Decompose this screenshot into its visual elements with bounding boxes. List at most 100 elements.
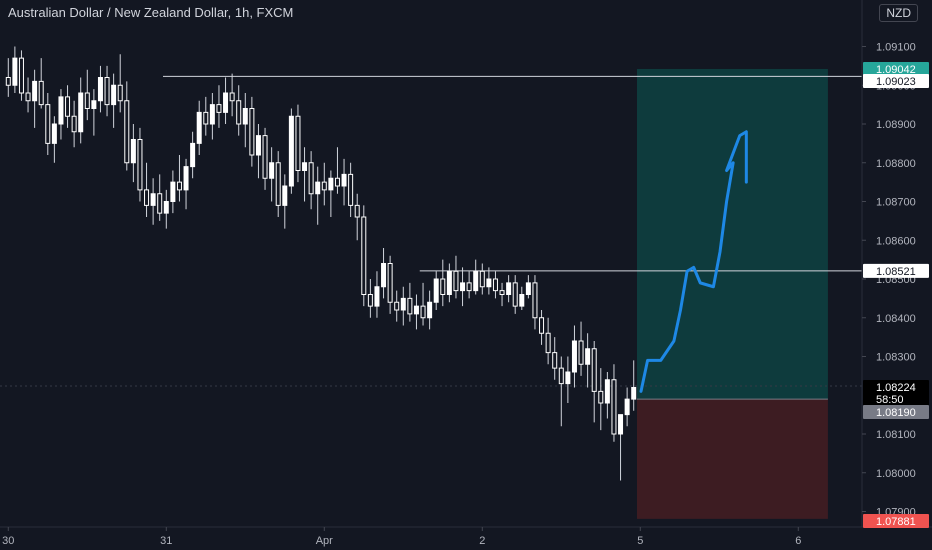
price-tick-label: 1.08700 [876,197,916,209]
candle [176,155,182,202]
candle-body [38,80,44,106]
candle-body [275,162,281,206]
candle [295,104,301,183]
candle [157,174,163,221]
candle-body [624,398,630,416]
candle [394,290,400,322]
horizontal-levels [163,75,862,272]
candle [407,282,413,322]
price-tick-label: 1.08100 [876,429,916,441]
candle-body [111,84,117,106]
candle-body [282,185,288,206]
candle-body [571,340,577,373]
candle-body [552,352,558,369]
candle-body [249,108,255,156]
candle-body [163,201,169,214]
candle-body [190,142,196,168]
candle-body [170,181,176,202]
candle-body [433,278,439,303]
candle [499,282,505,307]
chart-title: Australian Dollar / New Zealand Dollar, … [8,5,294,20]
candle [519,286,525,310]
candle [354,193,360,241]
price-tick-label: 1.08000 [876,468,916,480]
position-entry-label: 1.08190 [863,405,929,419]
candle [381,248,387,299]
stop-loss-label-bg [863,514,929,528]
candle-body [58,96,64,125]
time-tick-label: Apr [316,535,333,547]
candle-body [558,367,564,385]
candle [545,317,551,365]
candle [223,77,229,124]
time-tick-label: 6 [795,535,801,547]
candle [249,96,255,167]
currency-badge[interactable]: NZD [879,4,918,22]
current-price-label: 1.08224 [863,380,929,394]
candle [460,267,466,307]
candle-body [578,340,584,365]
candle [104,65,110,117]
countdown-label: 58:50 [863,392,929,406]
price-tick-label: 1.08800 [876,158,916,170]
countdown-label-bg [863,392,929,406]
candle [242,93,248,148]
candle [236,85,242,136]
candle [315,166,321,225]
candle [163,189,169,229]
candle [117,54,123,113]
candle-body [288,115,294,187]
candle [427,290,433,330]
candle [32,69,38,128]
candle-body [32,80,38,102]
candle [302,147,308,202]
candle [5,58,11,97]
position-zones [0,68,862,519]
candle [420,282,426,326]
candle-body [209,104,215,125]
time-tick-label: 2 [479,535,485,547]
candle [387,255,393,314]
candle [321,162,327,206]
drawings [639,130,748,393]
candle-body [25,92,31,102]
candle-body [545,332,551,354]
candle-body [387,263,393,303]
candle [624,387,630,427]
candle-body [420,305,426,319]
candle [84,69,90,121]
candle [479,263,485,295]
candle [229,73,235,117]
candle-body [12,57,18,86]
candle [275,151,281,217]
candle-body [269,162,275,179]
take-profit-label-text: 1.09042 [876,64,916,76]
time-axis: 30 31 Apr 2 5 6 [2,527,801,547]
candle [130,124,136,183]
candle [618,414,624,481]
candle-body [354,204,360,218]
candle-body [117,84,123,102]
candle [124,81,130,171]
candle [361,205,367,307]
stop-loss-label-text: 1.07881 [876,516,916,528]
candle-body [91,100,97,109]
candle-body [367,294,373,307]
candle-body [130,139,136,164]
candle-body [361,216,367,295]
candle [203,96,209,136]
candle-body [486,278,492,288]
candles [5,46,637,481]
candle-body [71,115,77,133]
candle [58,89,64,140]
candle-body [446,270,452,295]
candle [631,360,637,411]
candle-body [157,193,163,214]
candle [591,341,597,423]
candle [12,46,18,93]
candle [453,255,459,299]
price-tick-label: 1.08400 [876,313,916,325]
candle [183,158,189,210]
candle [611,364,617,442]
